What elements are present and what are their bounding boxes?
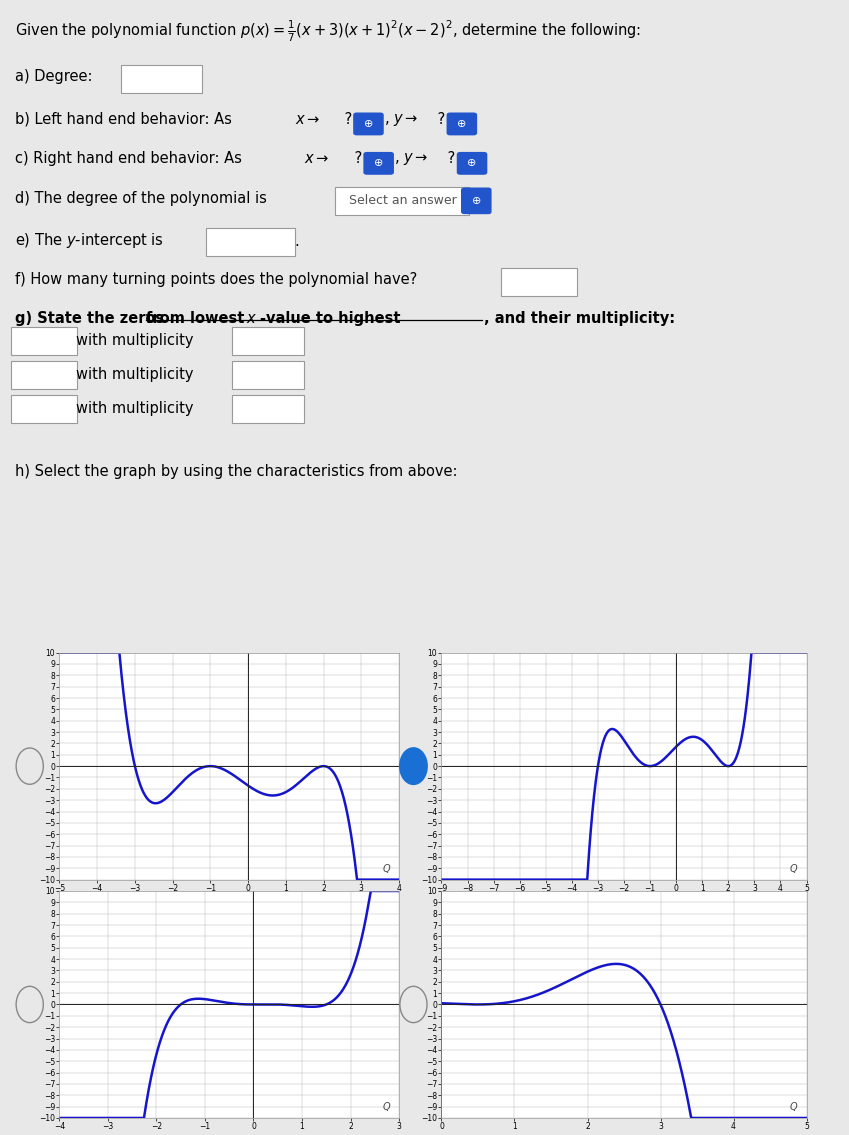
Text: , $y \rightarrow$: , $y \rightarrow$ bbox=[384, 112, 418, 128]
Text: Given the polynomial function $p(x) = \frac{1}{7}(x+3)(x+1)^2(x-2)^2$, determine: Given the polynomial function $p(x) = \f… bbox=[15, 19, 642, 44]
FancyBboxPatch shape bbox=[363, 152, 394, 175]
FancyBboxPatch shape bbox=[457, 152, 487, 175]
Text: f) How many turning points does the polynomial have?: f) How many turning points does the poly… bbox=[15, 272, 418, 287]
Text: ⊕: ⊕ bbox=[363, 119, 374, 129]
Text: c) Right hand end behavior: As: c) Right hand end behavior: As bbox=[15, 151, 247, 166]
Text: ⊕: ⊕ bbox=[374, 159, 384, 168]
FancyBboxPatch shape bbox=[232, 327, 304, 354]
Text: ⊕: ⊕ bbox=[471, 196, 481, 205]
Text: ⊕: ⊕ bbox=[457, 119, 467, 129]
Text: $x \rightarrow$: $x \rightarrow$ bbox=[295, 112, 320, 127]
Text: ?: ? bbox=[433, 112, 445, 127]
Text: with multiplicity: with multiplicity bbox=[76, 333, 194, 347]
Text: ?: ? bbox=[443, 151, 455, 166]
Text: g) State the zeros: g) State the zeros bbox=[15, 311, 170, 327]
Text: e) The $y$-intercept is: e) The $y$-intercept is bbox=[15, 232, 164, 251]
Text: ?: ? bbox=[340, 112, 351, 127]
FancyBboxPatch shape bbox=[335, 187, 469, 215]
Text: $x$: $x$ bbox=[246, 311, 257, 327]
Text: ?: ? bbox=[350, 151, 362, 166]
Text: from lowest: from lowest bbox=[146, 311, 250, 327]
Text: Q: Q bbox=[790, 1102, 797, 1112]
FancyBboxPatch shape bbox=[11, 327, 77, 354]
FancyBboxPatch shape bbox=[353, 112, 384, 135]
FancyBboxPatch shape bbox=[461, 187, 492, 215]
FancyBboxPatch shape bbox=[11, 395, 77, 423]
FancyBboxPatch shape bbox=[206, 227, 295, 255]
Text: , and their multiplicity:: , and their multiplicity: bbox=[484, 311, 675, 327]
Text: with multiplicity: with multiplicity bbox=[76, 401, 194, 417]
FancyBboxPatch shape bbox=[121, 66, 202, 93]
Text: Q: Q bbox=[383, 864, 391, 874]
Text: b) Left hand end behavior: As: b) Left hand end behavior: As bbox=[15, 112, 237, 127]
Text: Select an answer: Select an answer bbox=[349, 194, 456, 208]
Text: a) Degree:: a) Degree: bbox=[15, 68, 93, 84]
Text: with multiplicity: with multiplicity bbox=[76, 367, 194, 381]
Text: Q: Q bbox=[790, 864, 797, 874]
FancyBboxPatch shape bbox=[501, 268, 577, 296]
FancyBboxPatch shape bbox=[232, 361, 304, 389]
FancyBboxPatch shape bbox=[447, 112, 477, 135]
Text: d) The degree of the polynomial is: d) The degree of the polynomial is bbox=[15, 191, 267, 205]
Text: Q: Q bbox=[383, 1102, 391, 1112]
Text: h) Select the graph by using the characteristics from above:: h) Select the graph by using the charact… bbox=[15, 464, 458, 479]
Text: -value to highest: -value to highest bbox=[260, 311, 400, 327]
Text: ⊕: ⊕ bbox=[467, 159, 477, 168]
Text: , $y \rightarrow$: , $y \rightarrow$ bbox=[394, 151, 428, 167]
Text: $x \rightarrow$: $x \rightarrow$ bbox=[304, 151, 329, 166]
FancyBboxPatch shape bbox=[232, 395, 304, 423]
Text: .: . bbox=[295, 234, 300, 249]
FancyBboxPatch shape bbox=[11, 361, 77, 389]
